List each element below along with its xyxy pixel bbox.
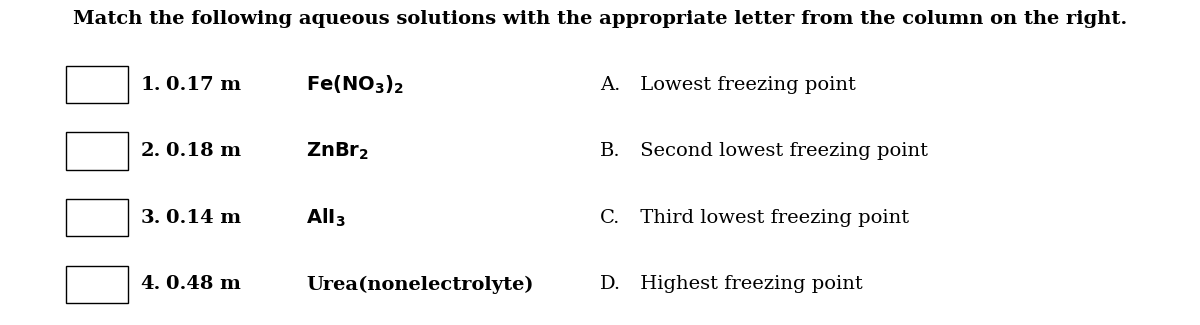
Text: 0.17 m: 0.17 m xyxy=(166,75,247,94)
Text: $\mathbf{Fe(NO_3)_2}$: $\mathbf{Fe(NO_3)_2}$ xyxy=(306,73,404,96)
Text: A.: A. xyxy=(600,75,620,94)
Text: 3.: 3. xyxy=(140,209,161,227)
Text: 0.18 m: 0.18 m xyxy=(166,142,247,160)
Text: $\mathbf{ZnBr_2}$: $\mathbf{ZnBr_2}$ xyxy=(306,140,370,162)
Text: Third lowest freezing point: Third lowest freezing point xyxy=(634,209,908,227)
Text: C.: C. xyxy=(600,209,620,227)
Text: 0.14 m: 0.14 m xyxy=(166,209,247,227)
Text: Second lowest freezing point: Second lowest freezing point xyxy=(634,142,928,160)
Text: 1.: 1. xyxy=(140,75,161,94)
Bar xyxy=(66,66,128,103)
Bar xyxy=(66,266,128,303)
Text: Lowest freezing point: Lowest freezing point xyxy=(634,75,856,94)
Text: B.: B. xyxy=(600,142,620,160)
Text: Highest freezing point: Highest freezing point xyxy=(634,275,863,293)
Bar xyxy=(66,133,128,170)
Text: 2.: 2. xyxy=(140,142,161,160)
Text: Urea(nonelectrolyte): Urea(nonelectrolyte) xyxy=(306,275,534,293)
Bar xyxy=(66,199,128,237)
Text: 0.48 m: 0.48 m xyxy=(166,275,247,293)
Text: D.: D. xyxy=(600,275,622,293)
Text: 4.: 4. xyxy=(140,275,161,293)
Text: $\mathbf{AlI_3}$: $\mathbf{AlI_3}$ xyxy=(306,207,346,229)
Text: Match the following aqueous solutions with the appropriate letter from the colum: Match the following aqueous solutions wi… xyxy=(73,10,1127,28)
